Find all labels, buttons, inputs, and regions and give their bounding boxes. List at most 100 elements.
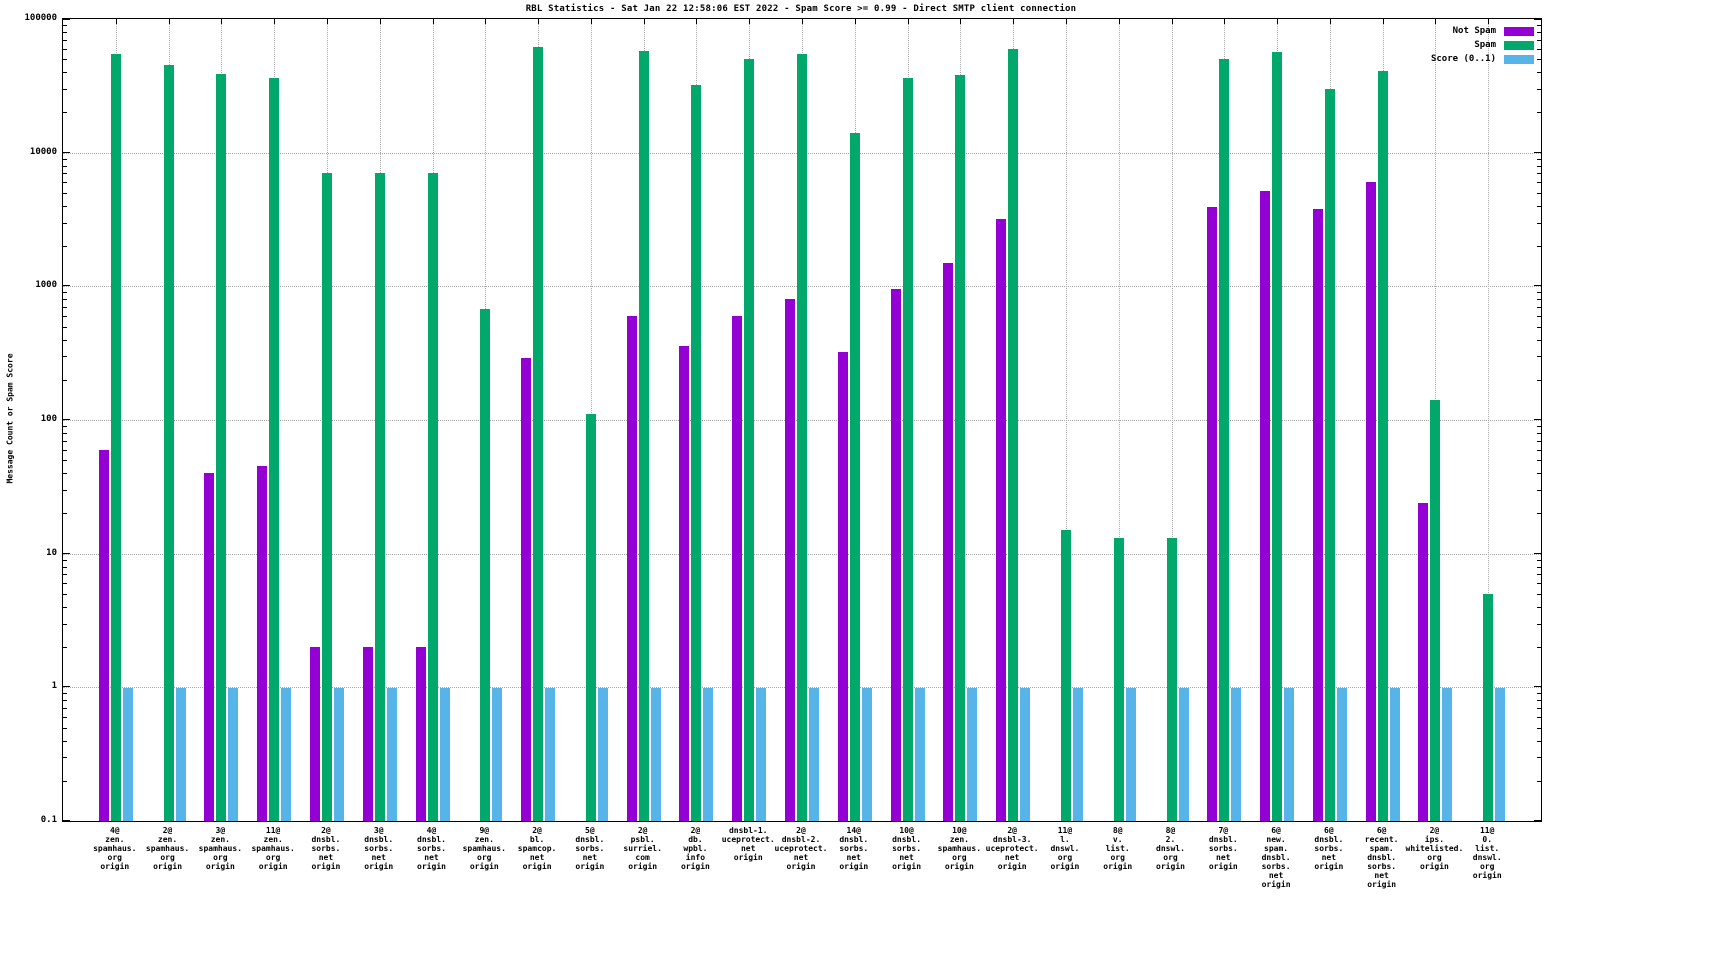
y-minor-tick bbox=[1537, 583, 1541, 585]
bar-spam bbox=[797, 53, 807, 821]
bar-spam bbox=[1060, 530, 1071, 821]
x-tick-label: 8@ 2. dnswl. org origin bbox=[1156, 826, 1185, 871]
y-minor-tick bbox=[63, 222, 67, 224]
y-minor-tick bbox=[63, 583, 67, 585]
x-tick bbox=[1329, 19, 1331, 24]
y-minor-tick bbox=[63, 59, 67, 61]
y-tick-label: 10000 bbox=[29, 146, 57, 157]
y-minor-tick bbox=[63, 432, 67, 434]
bar-spam bbox=[1377, 70, 1388, 821]
y-major-tick bbox=[1534, 19, 1541, 20]
bar-spam bbox=[427, 173, 438, 821]
y-minor-tick bbox=[1537, 606, 1541, 608]
y-minor-tick bbox=[63, 757, 67, 759]
x-tick-label: 4@ dnsbl. sorbs. net origin bbox=[417, 826, 446, 871]
v-gridline bbox=[1171, 19, 1173, 821]
y-minor-tick bbox=[1537, 205, 1541, 207]
bar-score-0-1- bbox=[650, 687, 661, 821]
x-tick bbox=[485, 19, 487, 24]
x-tick bbox=[1065, 19, 1067, 24]
y-minor-tick bbox=[1537, 315, 1541, 317]
x-tick-label: dnsbl-1. uceprotect. net origin bbox=[721, 826, 775, 862]
y-minor-tick bbox=[63, 246, 67, 248]
y-major-tick bbox=[63, 820, 70, 821]
y-minor-tick bbox=[63, 708, 67, 710]
y-minor-tick bbox=[63, 192, 67, 194]
y-tick-label: 10 bbox=[46, 547, 57, 558]
bar-score-0-1- bbox=[914, 687, 925, 821]
y-major-tick bbox=[63, 686, 70, 688]
x-tick bbox=[1171, 19, 1173, 24]
v-gridline bbox=[1488, 19, 1490, 821]
y-minor-tick bbox=[1537, 489, 1541, 491]
x-tick-label: 14@ dnsbl. sorbs. net origin bbox=[839, 826, 869, 871]
bar-score-0-1- bbox=[861, 687, 872, 821]
y-tick-label: 100000 bbox=[24, 13, 57, 23]
x-tick bbox=[802, 19, 803, 24]
y-minor-tick bbox=[1537, 559, 1541, 561]
x-tick bbox=[696, 19, 698, 24]
y-minor-tick bbox=[63, 700, 67, 702]
bar-not-spam bbox=[890, 289, 901, 821]
x-tick-label: 2@ dnsbl-2. uceprotect. net origin bbox=[774, 826, 828, 871]
legend: Not Spam Spam Score (0..1) bbox=[1431, 26, 1534, 68]
x-tick bbox=[1118, 19, 1120, 24]
x-tick-label: 2@ dnsbl. sorbs. net origin bbox=[311, 826, 341, 871]
bar-spam bbox=[1219, 59, 1230, 821]
x-tick-label: 6@ dnsbl. sorbs. net origin bbox=[1314, 826, 1344, 871]
y-minor-tick bbox=[1537, 440, 1541, 442]
legend-item: Not Spam bbox=[1431, 26, 1534, 36]
y-minor-tick bbox=[63, 740, 67, 742]
legend-swatch bbox=[1504, 54, 1534, 64]
v-gridline bbox=[1065, 19, 1067, 821]
y-minor-tick bbox=[1537, 246, 1541, 248]
x-tick bbox=[1435, 19, 1437, 24]
x-tick bbox=[1488, 19, 1490, 24]
x-tick-label: 10@ dnsbl. sorbs. net origin bbox=[892, 826, 922, 871]
y-major-tick bbox=[1534, 552, 1541, 554]
x-tick bbox=[274, 19, 276, 24]
x-tick-label: 3@ dnsbl. sorbs. net origin bbox=[364, 826, 394, 871]
x-tick-label: 5@ dnsbl. sorbs. net origin bbox=[575, 826, 605, 871]
bar-not-spam bbox=[732, 316, 743, 821]
bar-not-spam bbox=[257, 466, 268, 821]
legend-swatch bbox=[1504, 40, 1534, 50]
y-major-tick bbox=[1534, 419, 1541, 420]
bar-not-spam bbox=[415, 647, 426, 821]
bar-spam bbox=[163, 65, 174, 821]
legend-label: Not Spam bbox=[1452, 26, 1496, 36]
y-minor-tick bbox=[1537, 757, 1541, 759]
bar-spam bbox=[1483, 593, 1494, 821]
bar-spam bbox=[216, 73, 227, 821]
bar-score-0-1- bbox=[281, 687, 292, 821]
y-minor-tick bbox=[1537, 700, 1541, 702]
x-tick-label: 6@ recent. spam. dnsbl. sorbs. net origi… bbox=[1364, 826, 1399, 889]
bar-spam bbox=[849, 133, 860, 821]
bar-spam bbox=[744, 59, 755, 821]
bar-not-spam bbox=[1312, 208, 1323, 821]
y-minor-tick bbox=[1537, 39, 1541, 41]
y-minor-tick bbox=[1537, 716, 1541, 718]
y-minor-tick bbox=[63, 647, 67, 649]
bar-not-spam bbox=[785, 299, 795, 821]
y-minor-tick bbox=[1537, 339, 1541, 341]
x-tick bbox=[168, 19, 170, 24]
y-minor-tick bbox=[63, 25, 67, 27]
y-minor-tick bbox=[63, 727, 67, 729]
bar-score-0-1- bbox=[1231, 687, 1242, 821]
bar-not-spam bbox=[943, 262, 954, 821]
bar-not-spam bbox=[1418, 502, 1429, 821]
y-minor-tick bbox=[1537, 292, 1541, 294]
bar-score-0-1- bbox=[1125, 687, 1136, 821]
y-minor-tick bbox=[63, 574, 67, 576]
x-tick bbox=[643, 19, 645, 24]
y-minor-tick bbox=[63, 460, 67, 462]
y-minor-tick bbox=[63, 780, 67, 782]
x-tick bbox=[538, 19, 540, 24]
y-minor-tick bbox=[1537, 48, 1541, 50]
x-tick bbox=[432, 19, 434, 24]
x-tick bbox=[854, 19, 856, 24]
y-minor-tick bbox=[1537, 59, 1541, 61]
y-minor-tick bbox=[63, 513, 67, 515]
